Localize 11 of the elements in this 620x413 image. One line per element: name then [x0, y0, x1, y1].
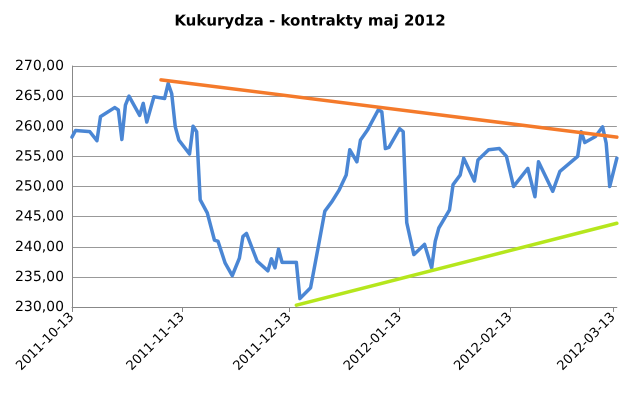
- y-tick-label: 245,00: [15, 208, 64, 225]
- y-tick-label: 235,00: [15, 268, 64, 285]
- y-tick-label: 270,00: [15, 58, 64, 74]
- y-tick-label: 230,00: [15, 299, 64, 315]
- y-tick-label: 250,00: [15, 178, 64, 194]
- y-tick-label: 265,00: [15, 88, 64, 104]
- chart-title: Kukurydza - kontrakty maj 2012: [174, 12, 446, 30]
- y-tick-label: 255,00: [15, 148, 64, 164]
- y-tick-label: 260,00: [15, 118, 64, 134]
- y-tick-label: 240,00: [15, 238, 64, 255]
- line-series: [70, 82, 619, 300]
